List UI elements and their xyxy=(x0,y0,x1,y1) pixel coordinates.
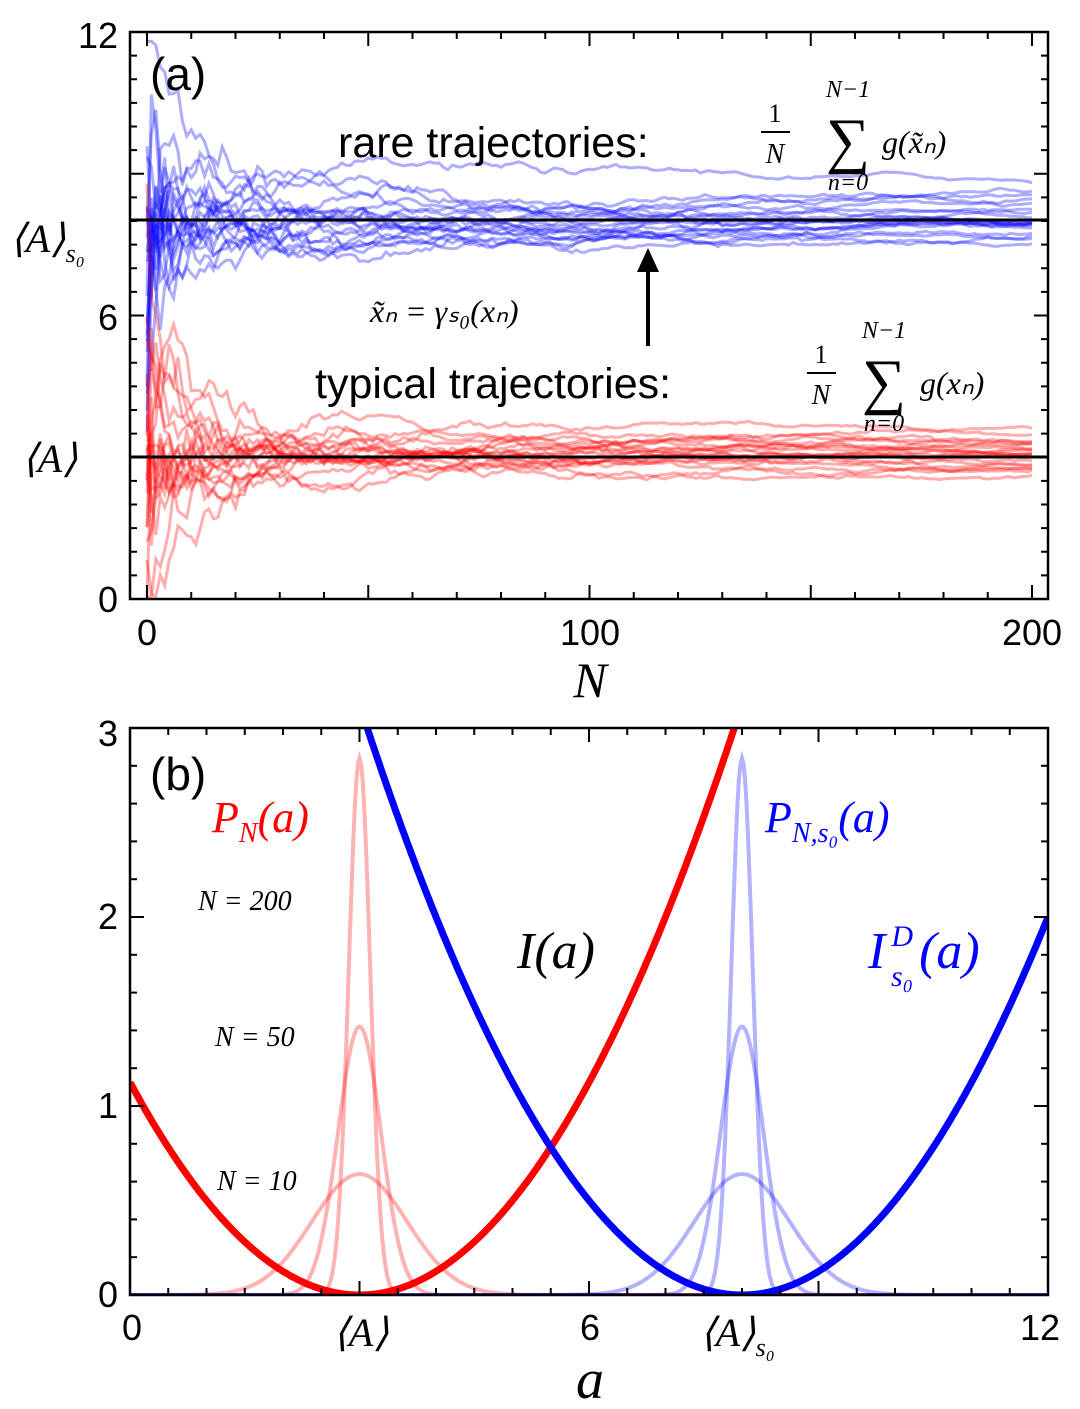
trajectory-line xyxy=(145,146,1033,255)
trajectory-line xyxy=(147,39,1033,213)
trajectory-line xyxy=(145,315,1033,464)
trajectory-line xyxy=(145,443,1033,491)
typical-trajectories-group xyxy=(145,183,1033,599)
trajectory-line xyxy=(145,397,1033,503)
rate-function-curve xyxy=(130,728,739,1295)
panel-label-a: (a) xyxy=(150,48,206,100)
xtick-mean-s0: ⟨A⟩s₀ xyxy=(700,1310,775,1362)
map-arrowhead xyxy=(637,248,659,272)
pdf-curve-N50 xyxy=(130,1024,1048,1295)
trajectory-line xyxy=(145,188,1033,394)
xtick-b-12: 12 xyxy=(1020,1307,1060,1348)
trajectory-line xyxy=(145,109,1033,272)
panel-a: 0 6 12 0 100 200 ⟨A⟩s₀ ⟨A⟩ N (a) rare tr… xyxy=(10,15,1062,708)
trajectory-line xyxy=(145,439,1032,597)
pdf-curve-N50 xyxy=(130,1024,1048,1295)
xtick-mean: ⟨A⟩ xyxy=(333,1310,389,1355)
xtick-0: 0 xyxy=(137,612,157,653)
ytick-b-1: 1 xyxy=(98,1085,118,1126)
trajectory-line xyxy=(145,189,1033,335)
trajectory-line xyxy=(145,131,1033,242)
ticks-a xyxy=(130,31,1048,600)
panel-label-b: (b) xyxy=(150,748,206,800)
label-PNs0: PN,s₀(a) xyxy=(764,793,890,849)
typical-g: g(xₙ) xyxy=(920,365,984,401)
xtick-100: 100 xyxy=(560,612,620,653)
label-N200: N = 200 xyxy=(197,886,292,917)
trajectory-line xyxy=(145,319,1033,460)
label-PN: PN(a) xyxy=(211,793,309,849)
xtick-200: 200 xyxy=(1002,612,1062,653)
trajectory-line xyxy=(145,183,1033,474)
rare-label: rare trajectories: xyxy=(338,119,649,167)
pdf-curve-N10 xyxy=(130,1171,1048,1295)
trajectory-line xyxy=(145,368,1033,481)
rare-frac-num: 1 xyxy=(769,99,782,128)
rare-sum-symbol: ∑ xyxy=(826,107,870,175)
trajectory-line xyxy=(145,142,1033,342)
xtick-b-6: 6 xyxy=(580,1307,600,1348)
trajectory-line xyxy=(145,174,1033,262)
xlabel-N: N xyxy=(572,652,609,708)
trajectory-line xyxy=(145,339,1033,470)
label-N50: N = 50 xyxy=(214,1022,295,1053)
typical-frac-den: N xyxy=(811,380,832,411)
ytick-0: 0 xyxy=(98,579,118,620)
trajectory-line xyxy=(145,200,1033,352)
typical-frac-num: 1 xyxy=(815,340,828,369)
typical-sum-symbol: ∑ xyxy=(862,348,906,416)
xtick-b-0: 0 xyxy=(122,1307,142,1348)
ytick-mean: ⟨A⟩ xyxy=(22,436,78,481)
trajectory-line xyxy=(147,422,1033,599)
trajectory-line xyxy=(145,414,1033,493)
panel-b: 0 1 2 3 0 6 12 ⟨A⟩ ⟨A⟩s₀ a (b) PN(a) PN,… xyxy=(98,713,1060,1409)
trajectory-line xyxy=(145,445,1033,599)
rare-sum-lower: n=0 xyxy=(828,170,868,196)
ytick-b-3: 3 xyxy=(98,713,118,754)
rare-frac-den: N xyxy=(765,139,786,170)
label-I: I(a) xyxy=(516,923,595,980)
trajectory-line xyxy=(145,185,1033,299)
typical-sum-upper: N−1 xyxy=(861,318,906,344)
ytick-b-0: 0 xyxy=(98,1274,118,1315)
trajectory-line xyxy=(145,165,1033,291)
trajectory-line xyxy=(145,182,1032,387)
trajectory-line xyxy=(146,209,1033,304)
label-N10: N = 10 xyxy=(216,1166,297,1197)
trajectory-line xyxy=(145,328,1033,444)
ytick-mean-s0: ⟨A⟩s₀ xyxy=(10,216,85,268)
trajectory-line xyxy=(145,416,1033,543)
typical-label: typical trajectories: xyxy=(315,360,671,408)
map-label: x̃ₙ = γₛ₀(xₙ) xyxy=(369,293,518,329)
rare-g: g(x̃ₙ) xyxy=(882,124,946,160)
ticks-b xyxy=(129,728,1049,1296)
rate-function-curve xyxy=(363,728,1048,1295)
ytick-b-2: 2 xyxy=(98,896,118,937)
ytick-12: 12 xyxy=(78,15,118,56)
trajectory-line xyxy=(145,94,1033,297)
ytick-6: 6 xyxy=(98,297,118,338)
xlabel-a: a xyxy=(576,1349,604,1409)
trajectory-line xyxy=(145,186,1033,411)
axes-frame-a xyxy=(128,30,1050,601)
trajectory-line xyxy=(145,208,1033,293)
rare-sum-upper: N−1 xyxy=(825,77,870,103)
typical-sum-lower: n=0 xyxy=(864,411,904,437)
